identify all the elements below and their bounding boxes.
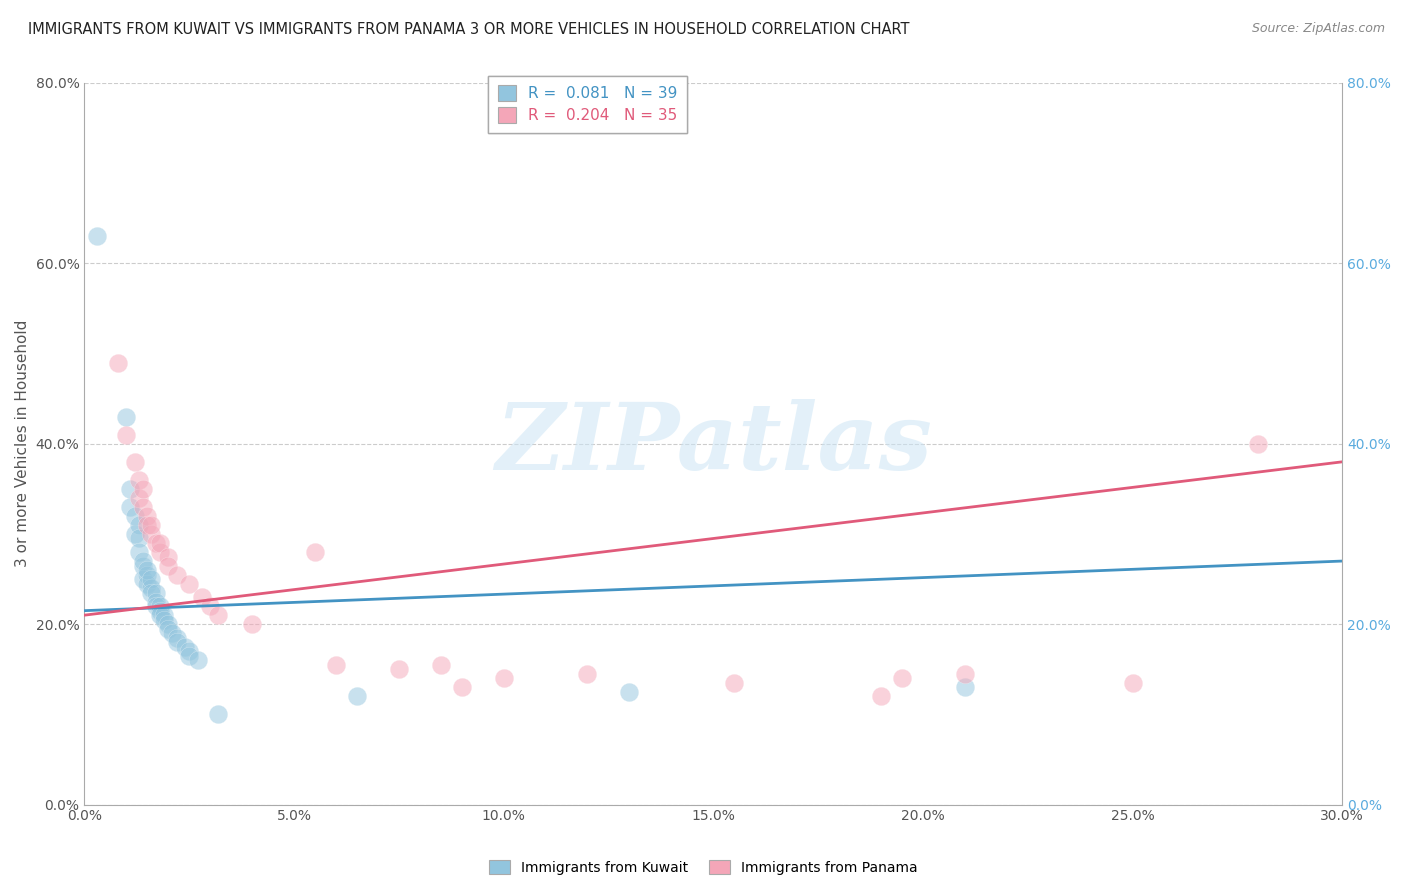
Point xyxy=(128,473,150,487)
Point xyxy=(149,608,172,623)
Text: ZIPatlas: ZIPatlas xyxy=(495,399,932,489)
Point xyxy=(136,567,159,582)
Point xyxy=(132,482,155,496)
Point xyxy=(240,617,263,632)
Point xyxy=(153,613,176,627)
Point xyxy=(149,545,172,559)
Point xyxy=(149,599,172,614)
Point xyxy=(120,482,142,496)
Point xyxy=(166,567,188,582)
Point xyxy=(141,527,163,541)
Point xyxy=(124,527,146,541)
Point xyxy=(179,576,201,591)
Point xyxy=(207,608,229,623)
Point xyxy=(145,599,167,614)
Point xyxy=(1122,676,1144,690)
Point xyxy=(325,657,347,672)
Point xyxy=(86,229,108,244)
Point xyxy=(107,355,129,369)
Point xyxy=(304,545,326,559)
Point xyxy=(128,491,150,505)
Point xyxy=(179,648,201,663)
Point xyxy=(346,690,368,704)
Point xyxy=(166,635,188,649)
Point xyxy=(157,558,180,573)
Point xyxy=(128,518,150,533)
Point xyxy=(723,676,745,690)
Point xyxy=(174,640,197,654)
Point xyxy=(149,536,172,550)
Legend: Immigrants from Kuwait, Immigrants from Panama: Immigrants from Kuwait, Immigrants from … xyxy=(484,855,922,880)
Point xyxy=(136,576,159,591)
Point xyxy=(190,590,212,604)
Point xyxy=(145,594,167,608)
Point xyxy=(115,409,138,424)
Point xyxy=(186,653,208,667)
Point xyxy=(429,657,451,672)
Point xyxy=(162,626,184,640)
Point xyxy=(132,558,155,573)
Point xyxy=(619,685,641,699)
Point xyxy=(576,666,599,681)
Point xyxy=(492,671,515,685)
Point xyxy=(136,508,159,523)
Point xyxy=(198,599,221,614)
Point xyxy=(145,585,167,599)
Point xyxy=(132,554,155,568)
Legend: R =  0.081   N = 39, R =  0.204   N = 35: R = 0.081 N = 39, R = 0.204 N = 35 xyxy=(488,76,686,133)
Point xyxy=(124,455,146,469)
Y-axis label: 3 or more Vehicles in Household: 3 or more Vehicles in Household xyxy=(15,320,30,567)
Point xyxy=(157,549,180,564)
Point xyxy=(953,666,976,681)
Point xyxy=(132,500,155,514)
Point xyxy=(124,508,146,523)
Point xyxy=(870,690,893,704)
Point xyxy=(136,518,159,533)
Point xyxy=(953,681,976,695)
Point xyxy=(136,563,159,577)
Point xyxy=(153,608,176,623)
Point xyxy=(128,532,150,546)
Point xyxy=(141,518,163,533)
Point xyxy=(132,572,155,586)
Point xyxy=(388,662,411,676)
Point xyxy=(115,427,138,442)
Point xyxy=(157,617,180,632)
Point xyxy=(145,536,167,550)
Point xyxy=(166,631,188,645)
Text: Source: ZipAtlas.com: Source: ZipAtlas.com xyxy=(1251,22,1385,36)
Point xyxy=(1247,437,1270,451)
Text: IMMIGRANTS FROM KUWAIT VS IMMIGRANTS FROM PANAMA 3 OR MORE VEHICLES IN HOUSEHOLD: IMMIGRANTS FROM KUWAIT VS IMMIGRANTS FRO… xyxy=(28,22,910,37)
Point xyxy=(120,500,142,514)
Point xyxy=(141,585,163,599)
Point xyxy=(128,545,150,559)
Point xyxy=(179,644,201,658)
Point xyxy=(141,572,163,586)
Point xyxy=(149,604,172,618)
Point xyxy=(207,707,229,722)
Point xyxy=(450,681,472,695)
Point xyxy=(141,581,163,595)
Point xyxy=(891,671,914,685)
Point xyxy=(157,622,180,636)
